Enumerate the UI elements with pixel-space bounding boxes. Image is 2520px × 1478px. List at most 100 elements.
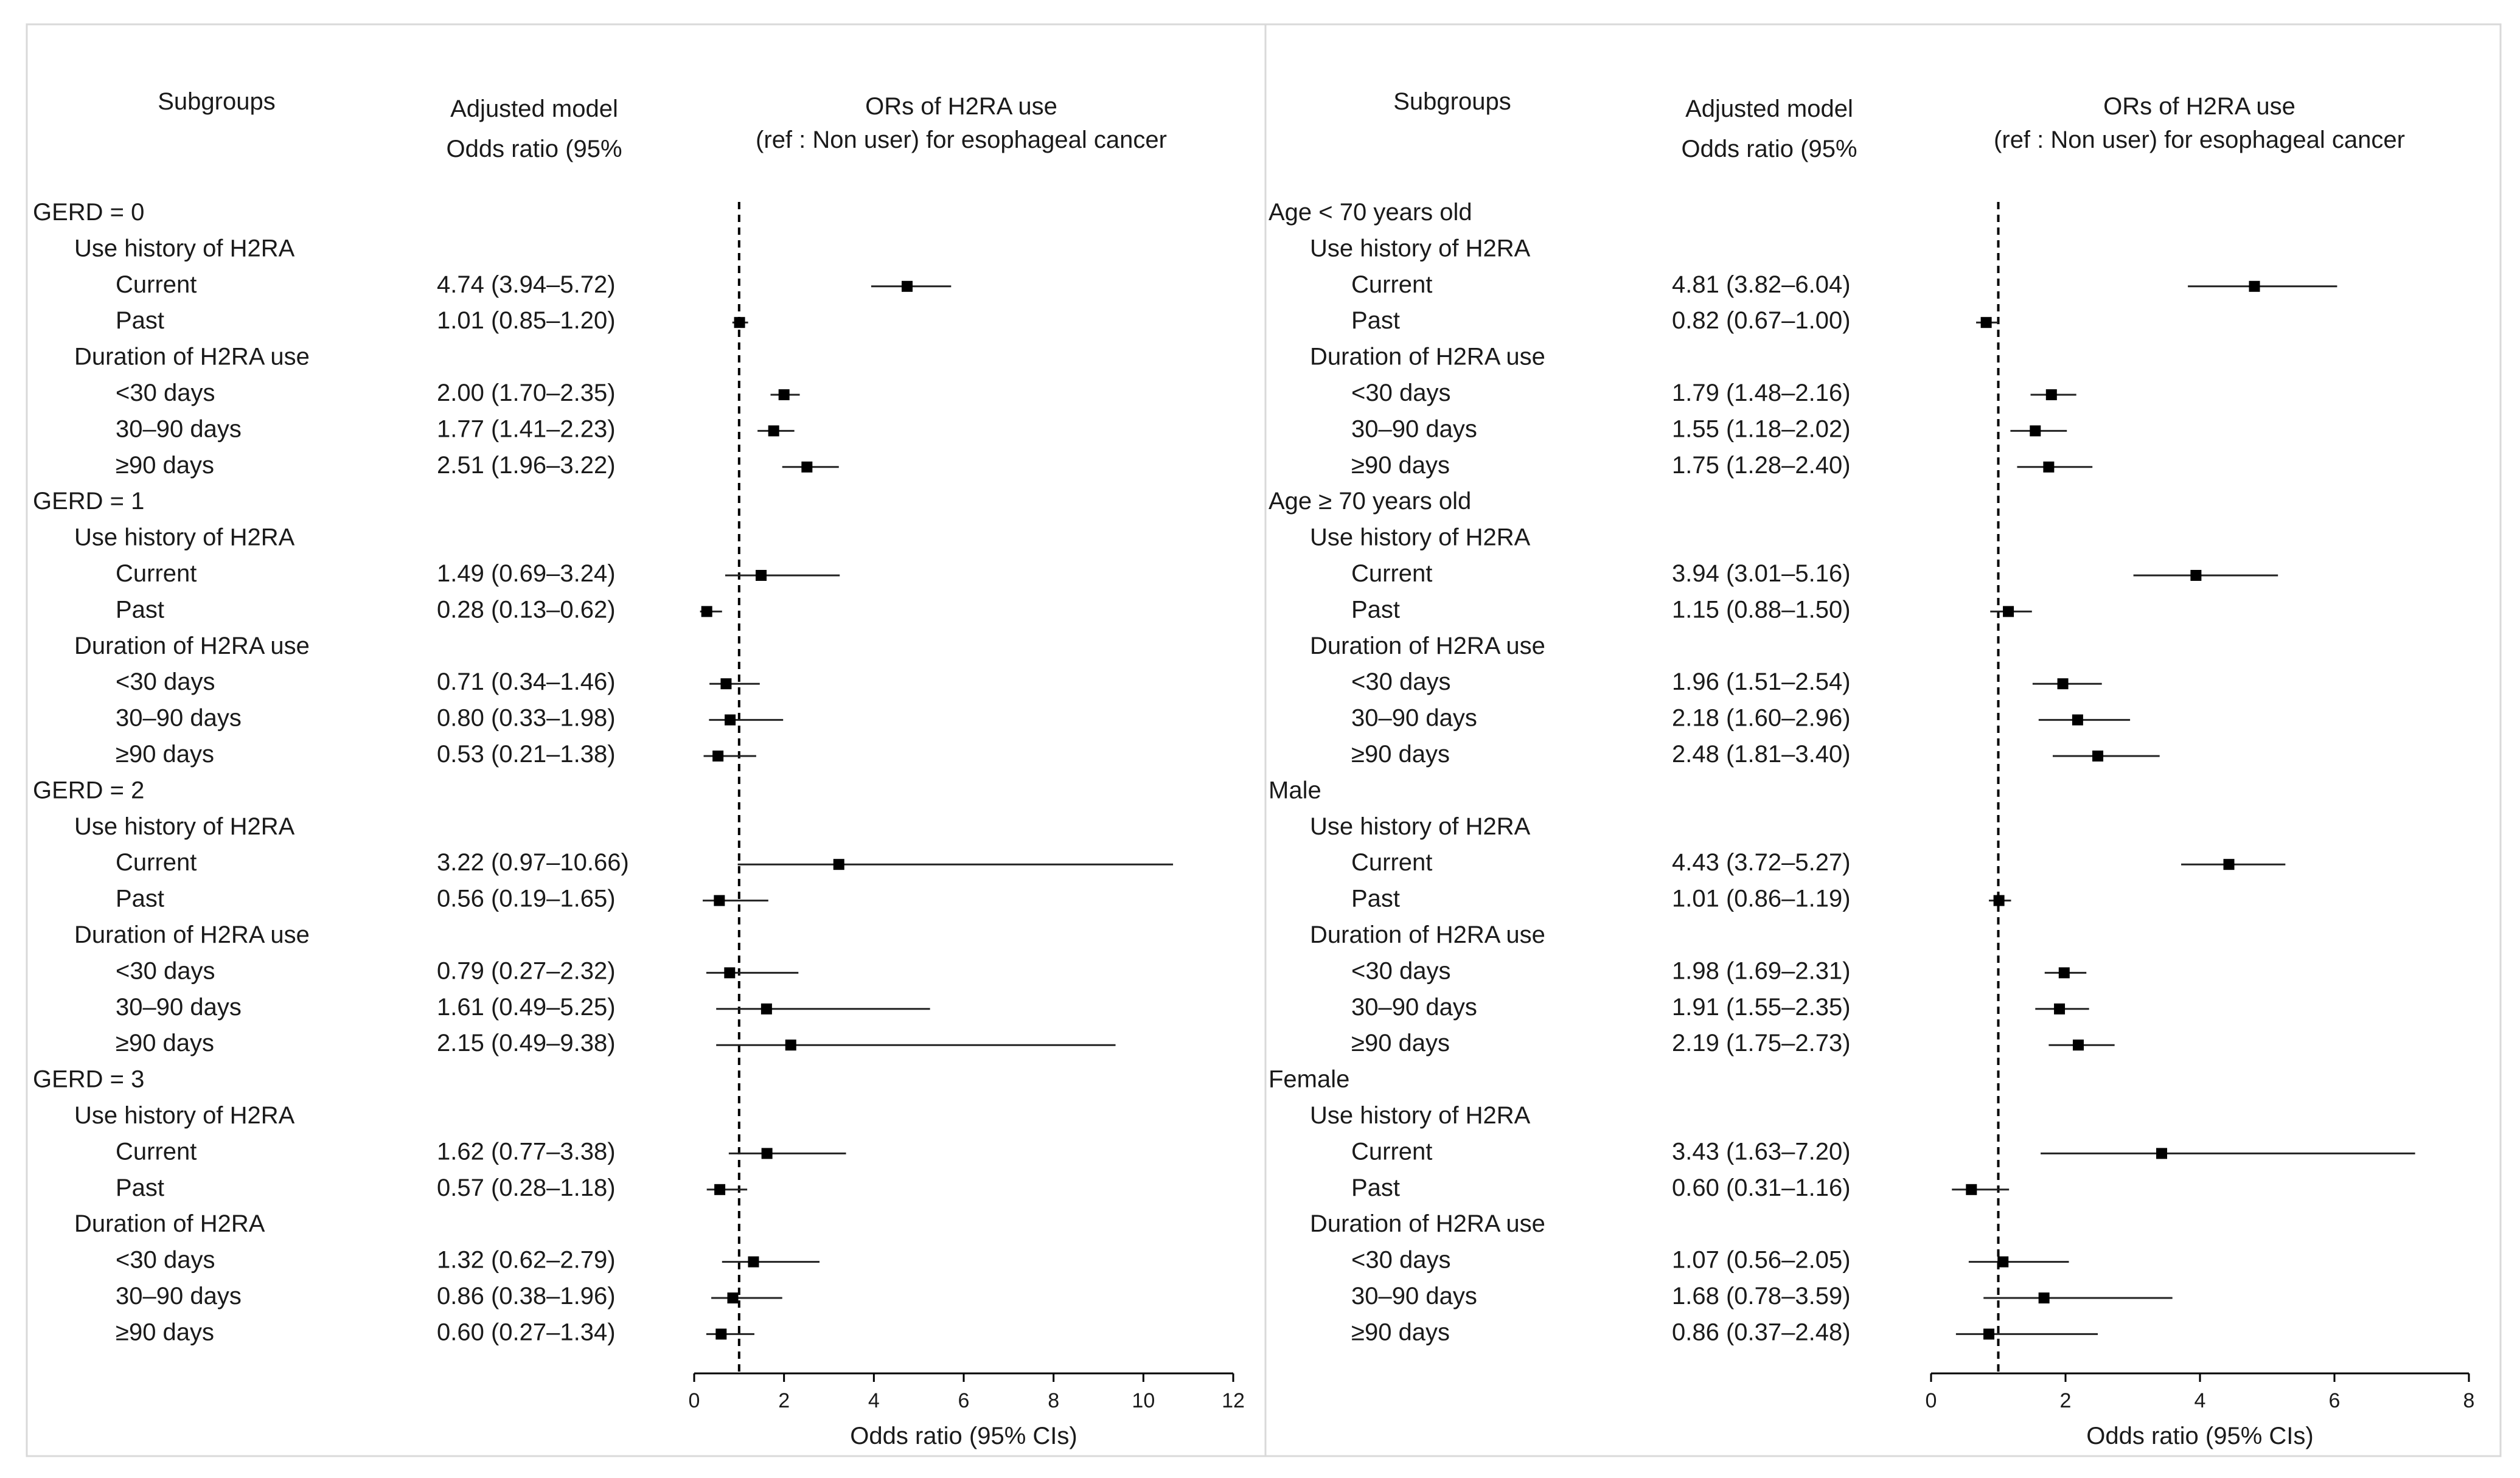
or-point (2249, 280, 2260, 292)
or-point (778, 389, 790, 400)
or-ci-text: 1.77 (1.41–2.23) (437, 415, 616, 442)
or-ci-text: 1.75 (1.28–2.40) (1672, 452, 1851, 479)
header-plot-line2: (ref : Non user) for esophageal cancer (756, 127, 1167, 153)
or-ci-text: 1.68 (0.78–3.59) (1672, 1283, 1851, 1310)
or-point (2190, 570, 2202, 581)
x-axis-label: Odds ratio (95% CIs) (2086, 1423, 2313, 1449)
group-label: Age < 70 years old (1269, 199, 1472, 226)
or-point (1983, 1328, 1995, 1340)
or-ci-text: 1.79 (1.48–2.16) (1672, 380, 1851, 406)
header-plot-line1: ORs of H2RA use (2103, 93, 2295, 120)
or-ci-text: 2.15 (0.49–9.38) (437, 1030, 616, 1056)
or-ci-text: 1.15 (0.88–1.50) (1672, 596, 1851, 623)
x-tick-label: 0 (1926, 1389, 1937, 1412)
or-ci-text: 0.60 (0.31–1.16) (1672, 1174, 1851, 1201)
header-subgroups: Subgroups (1393, 88, 1511, 115)
row-label: <30 days (116, 1247, 215, 1274)
row-label: ≥90 days (116, 741, 214, 768)
row-label: ≥90 days (116, 1030, 214, 1056)
row-label: Current (116, 1138, 197, 1165)
row-label: Current (1351, 271, 1432, 298)
or-point (785, 1039, 796, 1051)
or-ci-text: 0.86 (0.38–1.96) (437, 1283, 616, 1310)
category-label: Duration of H2RA use (74, 633, 310, 659)
or-ci-text: 1.62 (0.77–3.38) (437, 1138, 616, 1165)
category-label: Duration of H2RA use (1310, 344, 1545, 370)
or-ci-text: 3.22 (0.97–10.66) (437, 849, 629, 876)
or-point (768, 425, 779, 437)
header-model-line1: Adjusted model (450, 95, 618, 122)
or-ci-text: 0.80 (0.33–1.98) (437, 705, 616, 732)
row-label: ≥90 days (116, 1319, 214, 1345)
or-ci-text: 3.94 (3.01–5.16) (1672, 560, 1851, 587)
row-label: ≥90 days (1351, 452, 1450, 479)
or-ci-text: 1.98 (1.69–2.31) (1672, 957, 1851, 984)
or-point (2156, 1148, 2168, 1159)
category-label: Duration of H2RA use (1310, 633, 1545, 659)
x-tick-label: 2 (778, 1389, 790, 1412)
or-point (714, 895, 725, 906)
or-ci-text: 2.18 (1.60–2.96) (1672, 705, 1851, 732)
or-point (701, 606, 712, 617)
row-label: Past (1351, 886, 1400, 912)
row-label: Current (116, 271, 197, 298)
or-ci-text: 0.56 (0.19–1.65) (437, 886, 616, 912)
header-plot-line1: ORs of H2RA use (865, 93, 1057, 120)
row-label: <30 days (116, 668, 215, 695)
row-label: <30 days (1351, 957, 1450, 984)
row-label: <30 days (1351, 668, 1450, 695)
or-point (756, 570, 767, 581)
or-point (714, 1184, 726, 1195)
row-label: 30–90 days (1351, 705, 1477, 732)
or-ci-text: 2.48 (1.81–3.40) (1672, 741, 1851, 768)
header-plot-line2: (ref : Non user) for esophageal cancer (1994, 127, 2405, 153)
or-ci-text: 1.96 (1.51–2.54) (1672, 668, 1851, 695)
or-ci-text: 1.01 (0.85–1.20) (437, 307, 616, 334)
x-tick-label: 4 (868, 1389, 880, 1412)
or-point (724, 967, 736, 979)
or-ci-text: 0.53 (0.21–1.38) (437, 741, 616, 768)
or-ci-text: 4.43 (3.72–5.27) (1672, 849, 1851, 876)
category-label: Duration of H2RA use (1310, 1210, 1545, 1237)
x-tick-label: 8 (1048, 1389, 1059, 1412)
x-tick-label: 6 (958, 1389, 970, 1412)
row-label: <30 days (116, 957, 215, 984)
category-label: Use history of H2RA (1310, 813, 1531, 840)
right-panel-frame (1264, 23, 2502, 1457)
category-label: Use history of H2RA (1310, 524, 1531, 551)
row-label: Current (1351, 849, 1432, 876)
row-label: 30–90 days (1351, 415, 1477, 442)
row-label: Current (1351, 560, 1432, 587)
or-point (833, 859, 844, 870)
or-point (725, 714, 736, 726)
or-ci-text: 0.79 (0.27–2.32) (437, 957, 616, 984)
right-panel: Subgroups Adjusted model Odds ratio (95% OR… (1269, 88, 2474, 1449)
or-ci-text: 2.19 (1.75–2.73) (1672, 1030, 1851, 1056)
row-label: ≥90 days (1351, 1319, 1450, 1345)
or-point (761, 1003, 772, 1015)
x-tick-label: 10 (1132, 1389, 1155, 1412)
or-point (2038, 1292, 2050, 1303)
group-label: Age ≥ 70 years old (1269, 488, 1471, 515)
or-ci-text: 3.43 (1.63–7.20) (1672, 1138, 1851, 1165)
or-point (712, 751, 724, 762)
category-label: Use history of H2RA (1310, 235, 1531, 262)
row-label: Current (116, 560, 197, 587)
group-label: GERD = 3 (33, 1066, 144, 1093)
row-label: 30–90 days (116, 994, 242, 1021)
group-label: GERD = 0 (33, 199, 144, 226)
row-label: ≥90 days (1351, 741, 1450, 768)
row-label: Past (1351, 1174, 1400, 1201)
category-label: Duration of H2RA use (74, 344, 310, 370)
row-label: 30–90 days (1351, 994, 1477, 1021)
row-label: Current (116, 849, 197, 876)
row-label: <30 days (1351, 1247, 1450, 1274)
or-ci-text: 2.51 (1.96–3.22) (437, 452, 616, 479)
or-point (1993, 895, 2005, 906)
or-point (720, 678, 732, 690)
x-tick-label: 0 (689, 1389, 700, 1412)
row-label: Current (1351, 1138, 1432, 1165)
x-tick-label: 8 (2463, 1389, 2475, 1412)
or-point (748, 1256, 759, 1268)
